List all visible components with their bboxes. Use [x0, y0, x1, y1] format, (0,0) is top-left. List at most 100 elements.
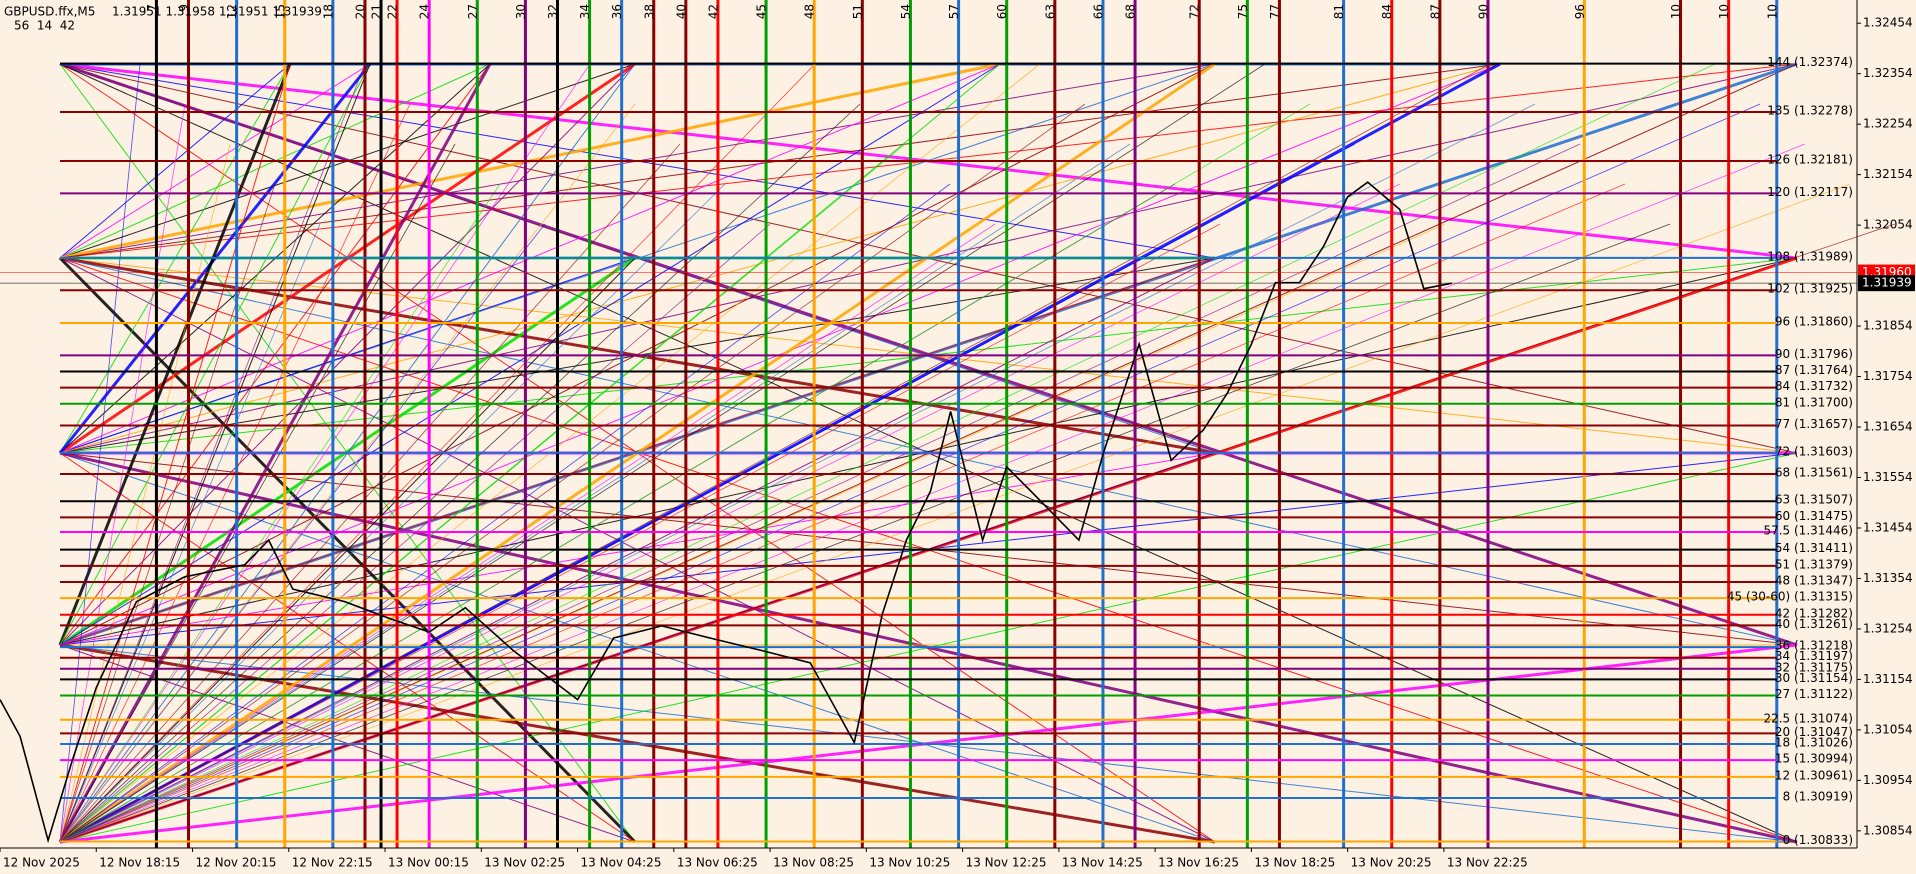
x-tick-label: 12 Nov 18:15 [99, 856, 180, 870]
cycle-label: 63 [1043, 4, 1057, 19]
x-tick-label: 13 Nov 06:25 [677, 856, 758, 870]
level-label: 54 (1.31411) [1775, 541, 1853, 555]
cycle-label: 10 [1717, 4, 1731, 19]
cycle-label: 60 [995, 4, 1009, 19]
level-label: 51 (1.31379) [1775, 557, 1853, 571]
fan-line [59, 183, 1626, 843]
level-label: 72 (1.31603) [1775, 444, 1853, 458]
x-tick-label: 13 Nov 22:25 [1447, 856, 1528, 870]
cycle-label: 96 [1573, 4, 1587, 19]
cycle-label: 77 [1268, 4, 1282, 19]
x-tick-label: 12 Nov 20:15 [196, 856, 277, 870]
x-tick-label: 13 Nov 20:25 [1351, 856, 1432, 870]
level-label: 77 (1.31657) [1775, 417, 1853, 431]
x-tick-label: 13 Nov 14:25 [1062, 856, 1143, 870]
y-tick-label: 1.31154 [1863, 672, 1913, 686]
level-label: 18 (1.31026) [1775, 736, 1853, 750]
level-label: 42 (1.31282) [1775, 606, 1853, 620]
y-tick-label: 1.32154 [1863, 167, 1913, 181]
level-label: 8 (1.30919) [1783, 790, 1853, 804]
level-label: 34 (1.31197) [1775, 649, 1853, 663]
y-tick-label: 1.32354 [1863, 66, 1913, 80]
cycle-label: 36 [610, 4, 624, 19]
level-label: 32 (1.31175) [1775, 660, 1853, 674]
fan-line [59, 143, 681, 843]
fan-line [59, 183, 951, 843]
cycle-label: 45 [755, 4, 769, 19]
x-tick-label: 12 Nov 22:15 [292, 856, 373, 870]
bid-label: 1.31939 [1862, 276, 1912, 290]
cycle-label: 7 [145, 4, 159, 12]
cycle-label: 84 [1380, 4, 1394, 19]
y-tick-label: 1.30854 [1863, 823, 1913, 837]
x-tick-label: 13 Nov 04:25 [581, 856, 662, 870]
cycle-label: 15 [273, 4, 287, 19]
level-label: 126 (1.32181) [1767, 153, 1853, 167]
cycle-label: 72 [1188, 4, 1202, 19]
level-label: 102 (1.31925) [1767, 282, 1853, 296]
cycle-label: 24 [418, 4, 432, 19]
y-tick-label: 1.30954 [1863, 773, 1913, 787]
cycle-label: 10 [1765, 4, 1779, 19]
x-tick-label: 13 Nov 02:25 [484, 856, 565, 870]
cycle-label: 20 [353, 4, 367, 19]
fan-line [59, 143, 906, 843]
level-label: 68 (1.31561) [1775, 465, 1853, 479]
cycle-label: 21 [370, 4, 384, 19]
y-tick-label: 1.31854 [1863, 319, 1913, 333]
cycle-label: 34 [578, 4, 592, 19]
level-label: 22.5 (1.31074) [1763, 711, 1853, 725]
cycle-label: 10 [1669, 4, 1683, 19]
y-tick-label: 1.32454 [1863, 16, 1913, 30]
level-label: 15 (1.30994) [1775, 752, 1853, 766]
cycle-label: 54 [899, 4, 913, 19]
level-label: 90 (1.31796) [1775, 347, 1853, 361]
x-tick-label: 13 Nov 12:25 [966, 856, 1047, 870]
cycle-label: 32 [546, 4, 560, 19]
symbol: GBPUSD.ffx,M5 [4, 5, 95, 19]
level-label: 120 (1.32117) [1767, 185, 1853, 199]
y-tick-label: 1.31554 [1863, 470, 1913, 484]
cycle-label: 90 [1477, 4, 1491, 19]
cycle-label: 9 [177, 4, 191, 12]
cycle-label: 18 [321, 4, 335, 19]
y-tick-label: 1.31654 [1863, 420, 1913, 434]
cycle-label: 12 [225, 4, 239, 19]
level-label: 48 (1.31347) [1775, 573, 1853, 587]
bid-tag [1858, 275, 1915, 292]
level-label: 36 (1.31218) [1775, 639, 1853, 653]
level-label: 57.5 (1.31446) [1763, 524, 1853, 538]
timer: 56 14 42 [14, 19, 75, 33]
x-tick-label: 13 Nov 18:25 [1254, 856, 1335, 870]
level-label: 40 (1.31261) [1775, 617, 1853, 631]
y-tick-label: 1.31054 [1863, 722, 1913, 736]
cycle-label: 48 [803, 4, 817, 19]
level-label: 81 (1.31700) [1775, 395, 1853, 409]
fan-line [59, 143, 1806, 843]
cycle-label: 68 [1124, 4, 1138, 19]
cycle-label: 75 [1236, 4, 1250, 19]
y-tick-label: 1.31254 [1863, 621, 1913, 635]
level-label: 0 (1.30833) [1783, 833, 1853, 847]
cycle-label: 40 [674, 4, 688, 19]
level-label: 12 (1.30961) [1775, 768, 1853, 782]
level-label: 30 (1.31154) [1775, 671, 1853, 685]
cycle-label: 87 [1428, 4, 1442, 19]
x-tick-label: 13 Nov 08:25 [773, 856, 854, 870]
cycle-label: 66 [1091, 4, 1105, 19]
fan-line [59, 143, 231, 843]
level-label: 84 (1.31732) [1775, 379, 1853, 393]
level-label: 96 (1.31860) [1775, 315, 1853, 329]
x-tick-label: 13 Nov 16:25 [1158, 856, 1239, 870]
fan-line [59, 183, 276, 843]
fan-line [59, 143, 1356, 843]
fan-line [59, 183, 501, 843]
fan-line [59, 143, 1581, 843]
y-tick-label: 1.31754 [1863, 369, 1913, 383]
level-label: 108 (1.31989) [1767, 249, 1853, 263]
cycle-label: 81 [1332, 4, 1346, 19]
cycle-label: 38 [642, 4, 656, 19]
cycle-label: 27 [466, 4, 480, 19]
